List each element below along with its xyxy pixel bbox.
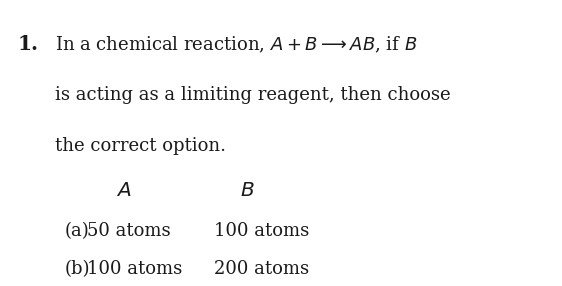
Text: the correct option.: the correct option.: [55, 137, 226, 155]
Text: 1.: 1.: [18, 34, 39, 54]
Text: 200 atoms: 200 atoms: [214, 260, 309, 278]
Text: (b): (b): [65, 260, 90, 278]
Text: In a chemical reaction, $A + B \longrightarrow AB$, if $B$: In a chemical reaction, $A + B \longrigh…: [55, 34, 418, 55]
Text: is acting as a limiting reagent, then choose: is acting as a limiting reagent, then ch…: [55, 86, 451, 104]
Text: 100 atoms: 100 atoms: [214, 222, 309, 240]
Text: $\mathit{B}$: $\mathit{B}$: [240, 180, 255, 200]
Text: (a): (a): [65, 222, 89, 240]
Text: 50 atoms: 50 atoms: [87, 222, 171, 240]
Text: $\mathit{A}$: $\mathit{A}$: [116, 180, 132, 200]
Text: 100 atoms: 100 atoms: [87, 260, 182, 278]
